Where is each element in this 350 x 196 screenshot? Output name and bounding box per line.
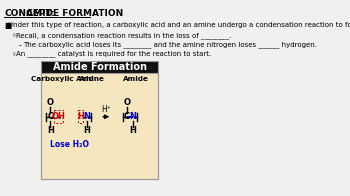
Text: Carboxylic Acid: Carboxylic Acid <box>31 76 94 82</box>
Text: O: O <box>47 98 54 107</box>
Text: Amide Formation: Amide Formation <box>53 62 147 72</box>
Bar <box>54 110 63 123</box>
Bar <box>78 110 83 123</box>
Text: AMIDE FORMATION: AMIDE FORMATION <box>23 9 124 18</box>
Text: Lose H₂O: Lose H₂O <box>50 140 89 149</box>
Text: Under this type of reaction, a carboxylic acid and an amine undergo a condensati: Under this type of reaction, a carboxyli… <box>8 21 350 28</box>
Text: O: O <box>52 112 59 121</box>
Text: An ________ catalyst is required for the reaction to start.: An ________ catalyst is required for the… <box>15 51 211 57</box>
Text: H: H <box>57 112 64 121</box>
Text: H: H <box>83 126 90 135</box>
Text: The carboxylic acid loses its ________ and the amine nitrogen loses ______ hydro: The carboxylic acid loses its ________ a… <box>23 41 317 48</box>
Text: O: O <box>123 98 130 107</box>
Text: C: C <box>47 112 53 121</box>
Text: Amine: Amine <box>79 76 104 82</box>
Text: H: H <box>130 126 136 135</box>
Text: ■: ■ <box>4 21 12 30</box>
Text: -: - <box>19 41 22 50</box>
Text: C: C <box>124 112 130 121</box>
Text: ◦: ◦ <box>12 51 16 60</box>
Text: N: N <box>129 112 136 121</box>
Text: Amide: Amide <box>123 76 149 82</box>
Text: H: H <box>77 112 84 121</box>
Text: ◦: ◦ <box>12 32 16 41</box>
Text: N: N <box>83 112 90 121</box>
Text: CONCEPT:: CONCEPT: <box>4 9 55 18</box>
Bar <box>41 73 158 179</box>
Bar <box>41 61 158 73</box>
Text: H: H <box>47 126 54 135</box>
Bar <box>41 61 158 179</box>
Text: H⁺: H⁺ <box>101 105 111 114</box>
Text: Recall, a condensation reaction results in the loss of ________.: Recall, a condensation reaction results … <box>15 32 231 39</box>
